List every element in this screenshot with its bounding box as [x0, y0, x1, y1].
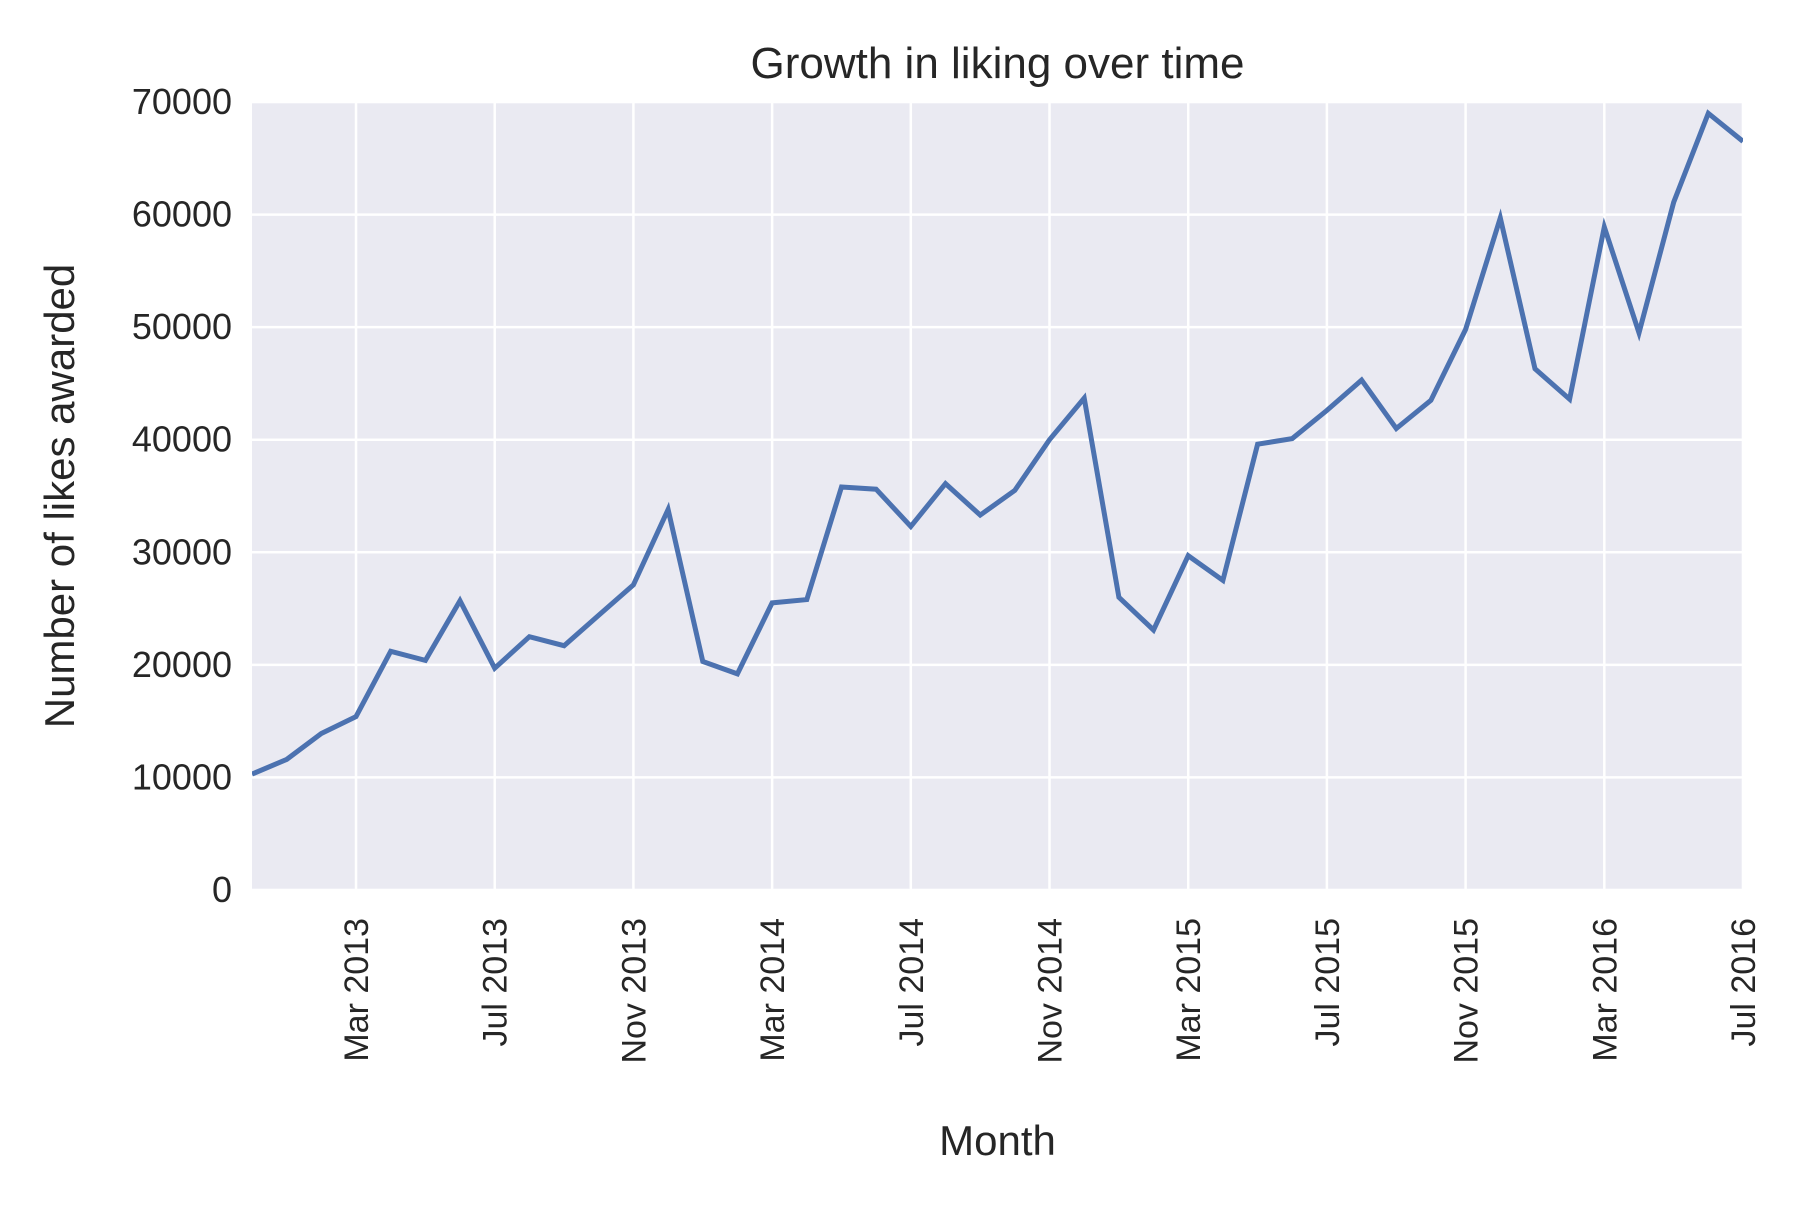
y-tick-label: 60000 [132, 194, 232, 235]
x-tick-label: Jul 2015 [1309, 918, 1347, 1047]
plot-area-background [252, 102, 1743, 890]
x-tick-label: Nov 2013 [615, 918, 653, 1064]
x-tick-label: Jul 2016 [1725, 918, 1763, 1047]
x-axis-ticks: Mar 2013 Jul 2013 Nov 2013 Mar 2014 Jul 2014… [338, 918, 1763, 1064]
chart-title: Growth in liking over time [751, 39, 1245, 88]
x-tick-label: Nov 2015 [1448, 918, 1486, 1064]
x-tick-label: Mar 2015 [1170, 918, 1208, 1062]
y-axis-ticks: 0 10000 20000 30000 40000 50000 60000 70000 [132, 81, 232, 910]
y-tick-label: 40000 [132, 419, 232, 460]
grid-lines [252, 100, 1745, 892]
x-tick-label: Mar 2013 [338, 918, 376, 1062]
series-layer [252, 109, 1743, 777]
x-tick-label: Mar 2016 [1586, 918, 1624, 1062]
y-tick-label: 50000 [132, 306, 232, 347]
x-axis-label: Month [939, 1117, 1056, 1164]
x-tick-label: Nov 2014 [1032, 918, 1070, 1064]
x-tick-label: Jul 2013 [477, 918, 515, 1047]
y-tick-label: 20000 [132, 644, 232, 685]
y-tick-label: 10000 [132, 756, 232, 797]
y-tick-label: 30000 [132, 531, 232, 572]
series-line [252, 109, 1743, 777]
x-tick-label: Mar 2014 [754, 918, 792, 1062]
y-tick-label: 0 [212, 869, 232, 910]
x-tick-label: Jul 2014 [893, 918, 931, 1047]
y-axis-label: Number of likes awarded [36, 264, 83, 729]
y-tick-label: 70000 [132, 81, 232, 122]
